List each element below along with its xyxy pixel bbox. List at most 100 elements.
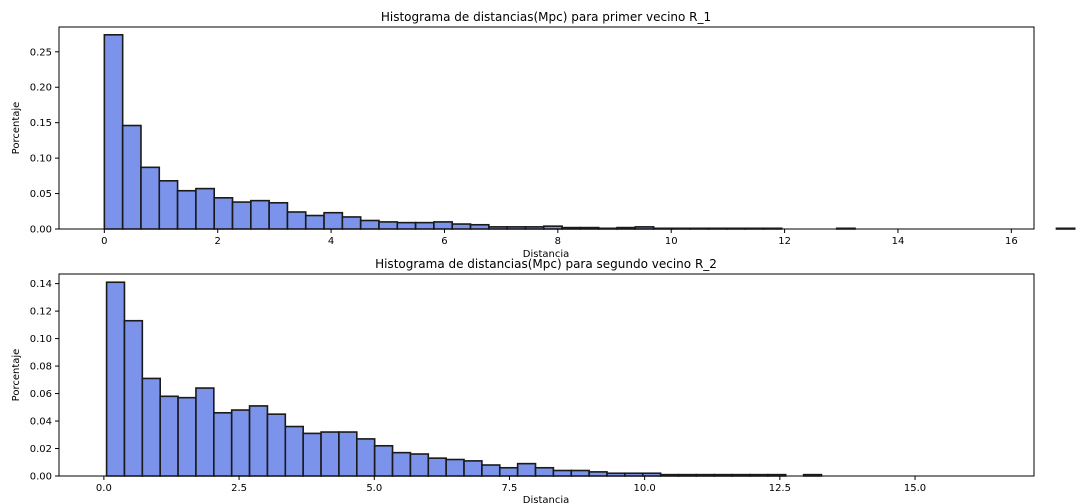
x-tick-label: 2 [215, 236, 221, 247]
x-tick-label: 8 [555, 236, 561, 247]
chart-title: Histograma de distancias(Mpc) para prime… [381, 10, 711, 24]
histogram-bar [588, 471, 608, 477]
histogram-bar [414, 221, 435, 230]
chart-title: Histograma de distancias(Mpc) para segun… [375, 257, 717, 271]
histogram-bar [373, 444, 394, 477]
histogram-bar [409, 453, 430, 477]
y-axis-ticks: 0.00 0.05 0.10 0.15 0.20 0.25 [30, 47, 59, 236]
y-tick-label: 0.08 [30, 362, 52, 373]
histogram-bar [121, 124, 142, 230]
histogram-bar [445, 458, 465, 477]
histogram-bar [304, 214, 325, 230]
histogram-bar [463, 460, 483, 477]
y-tick-label: 0.20 [30, 83, 52, 94]
histogram-bar [707, 227, 728, 230]
histogram-bar [158, 180, 179, 230]
histogram-bar [323, 211, 344, 230]
x-tick-label: 10 [665, 236, 678, 247]
histogram-bar [1055, 227, 1076, 230]
histogram-bar [835, 227, 856, 230]
y-axis-ticks: 0.00 0.02 0.04 0.06 0.08 0.10 0.12 0.14 [30, 279, 59, 483]
histogram-bar [213, 411, 233, 477]
histogram-bar [140, 166, 161, 230]
histogram-bar [579, 226, 600, 230]
histogram-bar [498, 466, 519, 477]
histogram-bar [302, 432, 322, 477]
histogram-bar [659, 473, 680, 477]
bars-group [103, 33, 1076, 230]
histogram-bar [606, 472, 626, 477]
histogram-bar [159, 395, 179, 477]
histogram-bar [552, 469, 573, 477]
histogram-bar [451, 223, 472, 230]
y-tick-label: 0.10 [30, 334, 52, 345]
histogram-bar [359, 219, 380, 230]
x-axis-label: Distancia [523, 495, 569, 504]
histogram-bar [266, 413, 287, 477]
histogram-bar [561, 226, 582, 230]
y-tick-label: 0.15 [30, 118, 52, 129]
x-tick-label: 12 [778, 236, 791, 247]
histogram-bar [195, 387, 215, 477]
histogram-bar [677, 473, 698, 477]
histogram-bar [213, 197, 234, 230]
histogram-bar [195, 187, 216, 230]
histogram-bar [488, 226, 508, 230]
histogram-bar [177, 396, 197, 477]
x-axis-label: Distancia [523, 249, 569, 260]
histogram-bar [749, 473, 769, 477]
histogram-bar [516, 462, 537, 477]
y-tick-label: 0.12 [30, 307, 52, 318]
histogram-bar [286, 211, 307, 230]
histogram-bar [433, 221, 454, 230]
histogram-bar [250, 199, 270, 230]
histogram-bar [624, 472, 644, 477]
histogram-bar [570, 469, 590, 477]
histogram-bar [616, 226, 637, 230]
histogram-bar [378, 221, 399, 230]
histogram-bar [542, 225, 563, 230]
x-tick-label: 14 [892, 236, 905, 247]
histogram-bar [695, 473, 716, 477]
histogram-bar [105, 281, 126, 477]
x-tick-label: 5.0 [366, 483, 382, 494]
histogram-bar [396, 221, 417, 230]
x-tick-label: 15.0 [904, 483, 926, 494]
histogram-bar [726, 227, 746, 230]
x-tick-label: 16 [1005, 236, 1018, 247]
histogram-bar [767, 473, 787, 477]
histogram-bar [641, 472, 662, 477]
histogram-bar [427, 457, 447, 477]
histogram-bar [141, 377, 162, 477]
x-tick-label: 0.0 [96, 483, 112, 494]
histogram-bar [524, 226, 545, 230]
histogram-bar [481, 464, 501, 477]
histogram-bar [103, 33, 124, 230]
histogram-bar [284, 425, 304, 477]
y-tick-label: 0.06 [30, 389, 52, 400]
histogram-bar [744, 227, 765, 230]
x-tick-label: 7.5 [502, 483, 518, 494]
histogram-bar [671, 227, 692, 230]
histogram-bar [506, 226, 527, 230]
y-tick-label: 0.00 [30, 472, 52, 483]
x-tick-label: 0 [101, 236, 107, 247]
x-axis-ticks: 0.0 2.5 5.0 7.5 10.0 12.5 15.0 [96, 476, 926, 494]
y-tick-label: 0.10 [30, 154, 52, 165]
y-tick-label: 0.14 [30, 279, 52, 290]
histogram-bar [355, 438, 376, 477]
histogram-bar [248, 405, 269, 477]
histogram-bar [338, 431, 358, 477]
x-tick-label: 2.5 [231, 483, 247, 494]
histogram-bar [762, 227, 783, 230]
x-tick-label: 6 [441, 236, 447, 247]
histogram-bar [320, 431, 340, 477]
y-axis-label: Porcentaje [11, 349, 22, 402]
bars-group [105, 281, 823, 477]
histogram-bar [230, 409, 251, 477]
histogram-bar [713, 473, 733, 477]
histogram-panel-r1: 0 2 4 6 8 10 12 14 16 0.00 0.05 0.10 0.15 0.20 0.25 H… [11, 10, 1076, 260]
histogram-bar [652, 227, 673, 230]
histogram-bar [123, 319, 144, 477]
